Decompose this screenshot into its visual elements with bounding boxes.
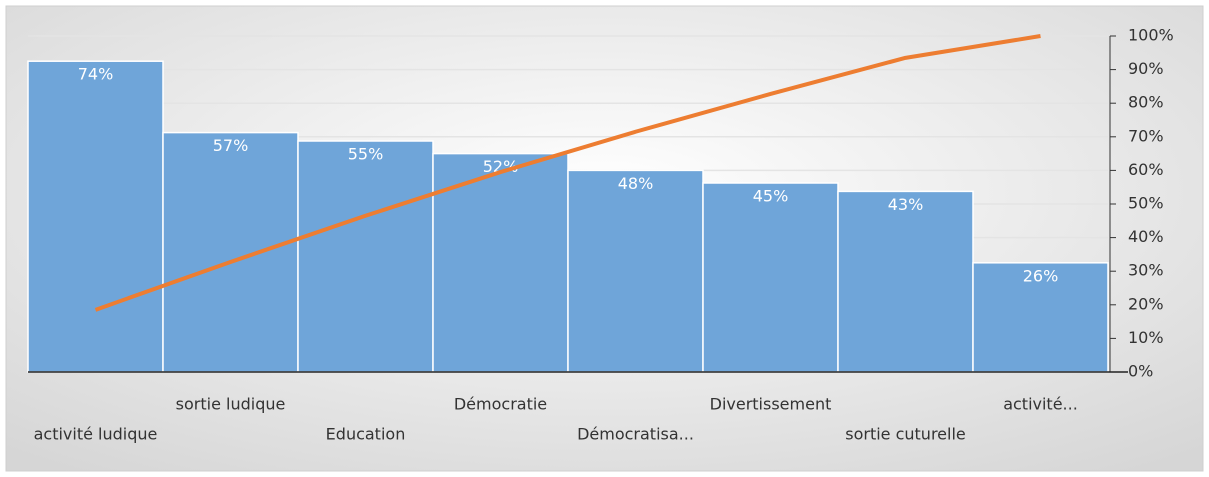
y2-tick-label: 70% bbox=[1128, 126, 1164, 145]
bar bbox=[297, 140, 434, 373]
y2-tick-label: 10% bbox=[1128, 328, 1164, 347]
y2-tick-label: 20% bbox=[1128, 294, 1164, 313]
bar bbox=[567, 169, 704, 373]
data-label: 48% bbox=[618, 174, 654, 193]
bar bbox=[27, 60, 164, 373]
x-tick-label: Démocratie bbox=[454, 395, 547, 414]
y2-tick-label: 30% bbox=[1128, 261, 1164, 280]
x-tick-label: Education bbox=[326, 425, 406, 444]
x-tick-label: Divertissement bbox=[710, 395, 832, 414]
y2-tick-label: 80% bbox=[1128, 93, 1164, 112]
bar bbox=[837, 190, 974, 373]
data-label: 74% bbox=[78, 65, 114, 84]
y2-tick-label: 0% bbox=[1128, 362, 1153, 381]
data-label: 55% bbox=[348, 145, 384, 164]
y2-tick-label: 90% bbox=[1128, 59, 1164, 78]
bar bbox=[162, 131, 299, 373]
data-label: 45% bbox=[753, 187, 789, 206]
y2-tick-label: 60% bbox=[1128, 160, 1164, 179]
data-label: 43% bbox=[888, 195, 924, 214]
bar bbox=[702, 182, 839, 373]
x-tick-label: Démocratisa... bbox=[577, 425, 694, 444]
x-tick-label: activité ludique bbox=[34, 425, 158, 444]
x-tick-label: activité... bbox=[1003, 395, 1078, 414]
cumulative-line bbox=[94, 34, 1041, 312]
y2-tick-label: 50% bbox=[1128, 194, 1164, 213]
y2-tick-label: 100% bbox=[1128, 26, 1174, 45]
data-label: 57% bbox=[213, 136, 249, 155]
data-label: 26% bbox=[1023, 266, 1059, 285]
x-tick-label: sortie ludique bbox=[176, 395, 286, 414]
x-tick-label: sortie cuturelle bbox=[845, 425, 966, 444]
y2-tick-label: 40% bbox=[1128, 227, 1164, 246]
